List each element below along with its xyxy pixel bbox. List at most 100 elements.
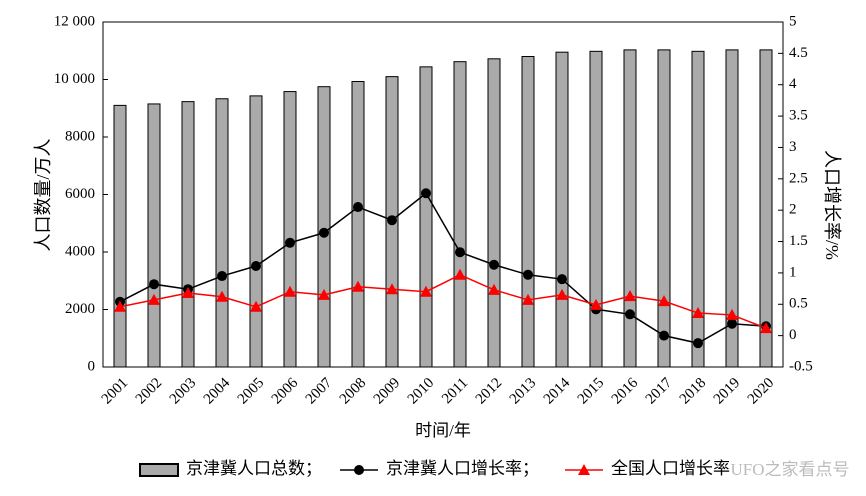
x-tick-label: 2020 [745,375,778,408]
line [119,192,767,344]
point [148,293,160,305]
y2-tick-label: -0.5 [789,358,813,374]
point [285,237,295,248]
bar [555,51,569,368]
y2-tick-label: 0 [789,327,797,343]
bar [317,86,331,368]
y2-tick-label: 4.5 [789,45,808,61]
point [726,308,738,320]
bar [351,81,365,368]
y-tick-label: 4000 [65,243,95,259]
point [693,338,703,349]
y-tick-label: 6000 [65,186,95,202]
point [216,290,228,302]
watermark: UFO之家看点号 [730,460,849,479]
point [182,286,194,298]
y2-tick-label: 1.5 [789,233,808,249]
point [455,247,465,258]
legend-swatch [139,463,179,477]
plot-frame [102,21,784,368]
y-tick-label: 2000 [65,301,95,317]
bar [487,58,501,368]
point [217,271,227,282]
x-tick-label: 2008 [337,375,370,408]
y2-tick-label: 1 [789,264,797,280]
bar [283,91,297,368]
point [727,318,737,329]
y2-tick-label: 2.5 [789,170,808,186]
bar [725,49,739,368]
point [149,279,159,290]
point [318,288,330,300]
point [454,268,466,280]
point [387,215,397,226]
point [251,261,261,272]
y-tick-label: 0 [88,358,96,374]
x-tick-label: 2002 [133,375,166,408]
x-tick-label: 2011 [439,375,471,407]
point [658,295,670,307]
point [556,288,568,300]
point [420,285,432,297]
point [590,298,602,310]
line [119,273,767,329]
x-tick-label: 2005 [235,375,268,408]
point [114,300,126,312]
point [523,269,533,280]
x-tick-label: 2009 [371,375,404,408]
point [624,290,636,302]
bar [147,103,161,368]
y2-axis-label: 人口增长率/% [822,150,842,260]
x-tick-label: 2017 [643,375,676,408]
x-tick-label: 2018 [677,375,710,408]
x-tick-label: 2015 [575,375,608,408]
point [352,280,364,292]
legend-marker [578,464,590,475]
x-axis-label: 时间/年 [415,421,471,440]
bar [589,50,603,368]
x-tick-label: 2007 [303,375,336,408]
x-tick-label: 2003 [167,375,200,408]
point [386,283,398,295]
x-tick-label: 2010 [405,375,438,408]
bar [419,66,433,368]
y2-tick-label: 2 [789,202,797,218]
point [522,293,534,305]
y2-tick-label: 0.5 [789,296,808,312]
y-tick-label: 8000 [65,128,95,144]
point [421,188,431,199]
x-tick-label: 2013 [507,375,540,408]
point [760,322,772,334]
legend-label: 全国人口增长率 [611,459,730,478]
bar [691,50,705,368]
y2-tick-label: 5 [789,13,797,29]
point [659,330,669,341]
y-tick-label: 12 000 [54,13,95,29]
x-tick-label: 2001 [99,375,132,408]
x-tick-label: 2019 [711,375,744,408]
point [557,274,567,285]
x-tick-label: 2014 [541,375,574,408]
legend-label: 京津冀人口总数； [186,459,322,478]
y2-tick-label: 3 [789,139,797,155]
bar [181,101,195,368]
point [353,202,363,213]
bar [453,61,467,368]
y2-tick-label: 3.5 [789,108,808,124]
bar [759,49,773,368]
bar [623,49,637,368]
y2-tick-label: 4 [789,76,797,92]
point [488,283,500,295]
point [319,227,329,238]
point [250,300,262,312]
bar [249,95,263,368]
x-tick-label: 2016 [609,375,642,408]
y-tick-label: 10 000 [54,71,95,87]
bar [521,56,535,368]
point [625,309,635,320]
bar [215,98,229,368]
x-tick-label: 2012 [473,375,506,408]
legend-marker [354,465,364,475]
x-tick-label: 2004 [201,375,234,408]
